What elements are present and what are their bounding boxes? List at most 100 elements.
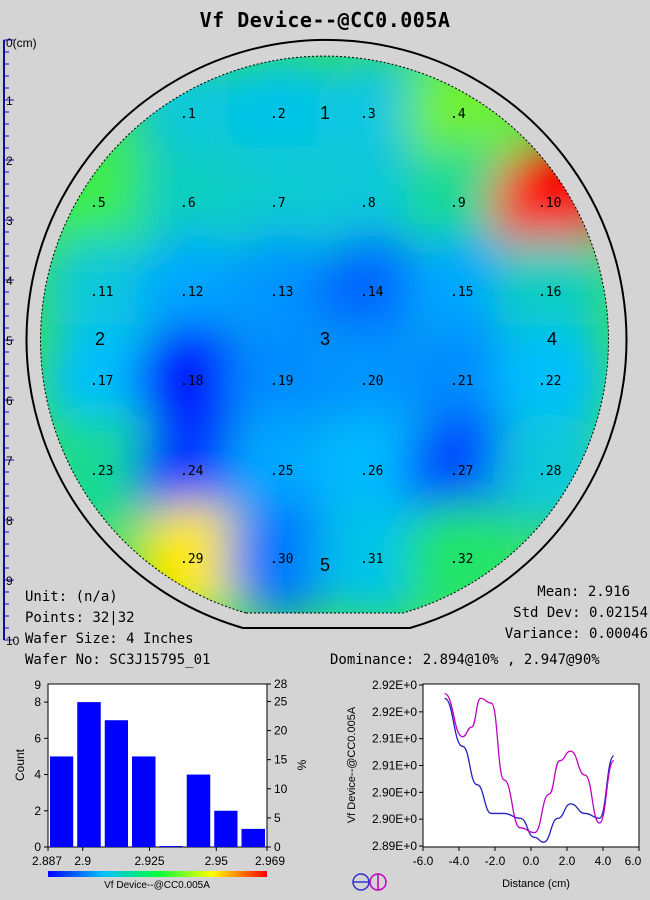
profile-chart: -6.0 -4.0 -2.0 0.0 2.0 4.0 6.0 2.92E+0 2.92E+0 2.…	[346, 678, 642, 891]
variance-label: Variance: 0.00046	[504, 626, 648, 642]
heat-cell	[315, 501, 431, 614]
site-label: .4	[450, 107, 466, 122]
histogram-y-tick-label: 4	[34, 768, 41, 782]
site-label: .18	[180, 374, 203, 389]
site-label: .1	[180, 107, 196, 122]
heat-cell	[225, 234, 341, 350]
site-label: .30	[270, 552, 293, 567]
profile-x-tick-label: -6.0	[413, 854, 434, 868]
profile-series-line	[444, 697, 615, 843]
profile-x-tick-label: -4.0	[449, 854, 470, 868]
site-label: .16	[538, 285, 561, 300]
site-label: .11	[90, 285, 113, 300]
ruler-tick-label: 2	[6, 154, 13, 168]
page-title: Vf Device--@CC0.005A	[199, 8, 451, 32]
histogram-bar	[241, 828, 265, 847]
site-label: .20	[360, 374, 383, 389]
site-label: .6	[180, 196, 196, 211]
circle-minus-icon[interactable]	[352, 873, 370, 891]
histogram-bar	[50, 756, 74, 847]
site-label: .9	[450, 196, 466, 211]
heat-cell	[45, 234, 161, 350]
site-label: .3	[360, 107, 376, 122]
heat-cell	[405, 413, 521, 529]
histogram-y2-tick-label: 0	[274, 840, 281, 854]
mean-label: Mean: 2.916	[537, 584, 630, 600]
site-label: .29	[180, 552, 203, 567]
histogram-x-tick-label: 2.925	[134, 854, 164, 868]
heat-cell	[135, 234, 251, 350]
histogram-bar	[186, 774, 211, 847]
profile-y-tick-label: 2.91E+0	[372, 759, 417, 773]
histogram-x-tick-label: 2.887	[32, 854, 62, 868]
std-dev-label: Std Dev: 0.02154	[513, 605, 648, 621]
points-label: Points: 32|32	[25, 610, 135, 626]
profile-x-tick-label: 2.0	[559, 854, 576, 868]
ruler-unit-label: 0(cm)	[6, 36, 37, 50]
histogram-y-tick-label: 0	[34, 840, 41, 854]
histogram-y2-tick-label: 15	[274, 753, 288, 767]
ruler-tick-label: 1	[6, 94, 13, 108]
histogram-x-tick-label: 2.9	[74, 854, 91, 868]
histogram-x-tick-label: 2.969	[255, 854, 285, 868]
site-label: .17	[90, 374, 113, 389]
vertical-ruler: 0(cm) 1 2 3 4 5 6 7 8 9 10	[3, 36, 37, 648]
profile-y-tick-label: 2.92E+0	[372, 678, 417, 692]
profile-y-tick-label: 2.89E+0	[372, 839, 417, 853]
heat-cell	[315, 413, 431, 529]
wafer-size-label: Wafer Size: 4 Inches	[25, 631, 194, 647]
histogram-y-label: Count	[13, 748, 27, 781]
site-label: .26	[360, 464, 383, 479]
ruler-tick-label: 7	[6, 454, 13, 468]
profile-y-label: Vf Device--@CC0.005A	[346, 706, 358, 823]
region-label: 4	[547, 329, 557, 349]
histogram-y-tick-label: 8	[34, 695, 41, 709]
profile-x-tick-label: 0.0	[523, 854, 540, 868]
heat-cell	[225, 323, 341, 439]
profile-y-tick-label: 2.92E+0	[372, 705, 417, 719]
site-label: .14	[360, 285, 384, 300]
region-label: 5	[320, 555, 330, 575]
heat-cell	[405, 145, 521, 261]
profile-y-tick-label: 2.90E+0	[372, 812, 417, 826]
profile-x-tick-label: 4.0	[595, 854, 612, 868]
site-label: .2	[270, 107, 286, 122]
wafer-edge	[40, 55, 609, 614]
site-label: .24	[180, 464, 204, 479]
histogram-y2-tick-label: 5	[274, 811, 281, 825]
profile-y-tick-label: 2.91E+0	[372, 732, 417, 746]
profile-x-label: Distance (cm)	[502, 878, 570, 890]
ruler-tick-label: 4	[6, 274, 13, 288]
ruler-tick-label: 8	[6, 514, 13, 528]
heat-cell	[493, 323, 609, 439]
heat-cell	[45, 323, 161, 439]
histogram-bar	[159, 846, 183, 847]
heat-cell	[405, 234, 521, 350]
profile-y-tick-label: 2.90E+0	[372, 785, 417, 799]
site-label: .5	[90, 196, 106, 211]
histogram-x-tick-label: 2.95	[205, 854, 229, 868]
histogram-bar	[77, 702, 101, 847]
histogram-bar	[214, 810, 238, 847]
circle-bar-icon[interactable]	[369, 873, 387, 891]
site-label: .32	[450, 552, 473, 567]
site-label: .15	[450, 285, 473, 300]
ruler-tick-label: 9	[6, 574, 13, 588]
histogram-bar	[104, 720, 128, 847]
ruler-tick-label: 10	[6, 634, 20, 648]
heat-cell	[493, 234, 609, 350]
profile-x-tick-label: 6.0	[625, 854, 642, 868]
heat-cell	[315, 56, 431, 172]
site-label: .28	[538, 464, 561, 479]
histogram-y2-tick-label: 25	[274, 694, 288, 708]
heat-cell	[405, 323, 521, 439]
histogram-y2-tick-label: 28	[274, 677, 288, 691]
site-label: .19	[270, 374, 293, 389]
profile-x-tick-label: -2.0	[485, 854, 506, 868]
histogram-y-tick-label: 9	[34, 678, 41, 692]
wafer-outline	[25, 38, 628, 629]
site-label: .21	[450, 374, 473, 389]
histogram-y2-tick-label: 10	[274, 782, 288, 796]
heat-cell	[315, 145, 431, 261]
wafer-map: .1 .2 .3 .4 .5 .6 .7 .8 .9 .10 .11 .12 .13 .14 .15 .16.…	[3, 36, 628, 648]
